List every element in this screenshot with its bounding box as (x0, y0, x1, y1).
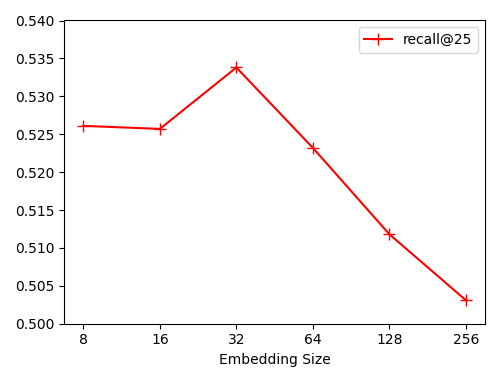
recall@25 (310, 146, 316, 150)
recall@25 (157, 126, 163, 131)
recall@25 (386, 232, 392, 236)
Legend: recall@25: recall@25 (358, 28, 478, 53)
X-axis label: Embedding Size: Embedding Size (218, 353, 330, 367)
Line: recall@25: recall@25 (78, 62, 471, 306)
recall@25 (463, 298, 469, 303)
recall@25 (234, 65, 239, 70)
recall@25 (80, 124, 86, 128)
